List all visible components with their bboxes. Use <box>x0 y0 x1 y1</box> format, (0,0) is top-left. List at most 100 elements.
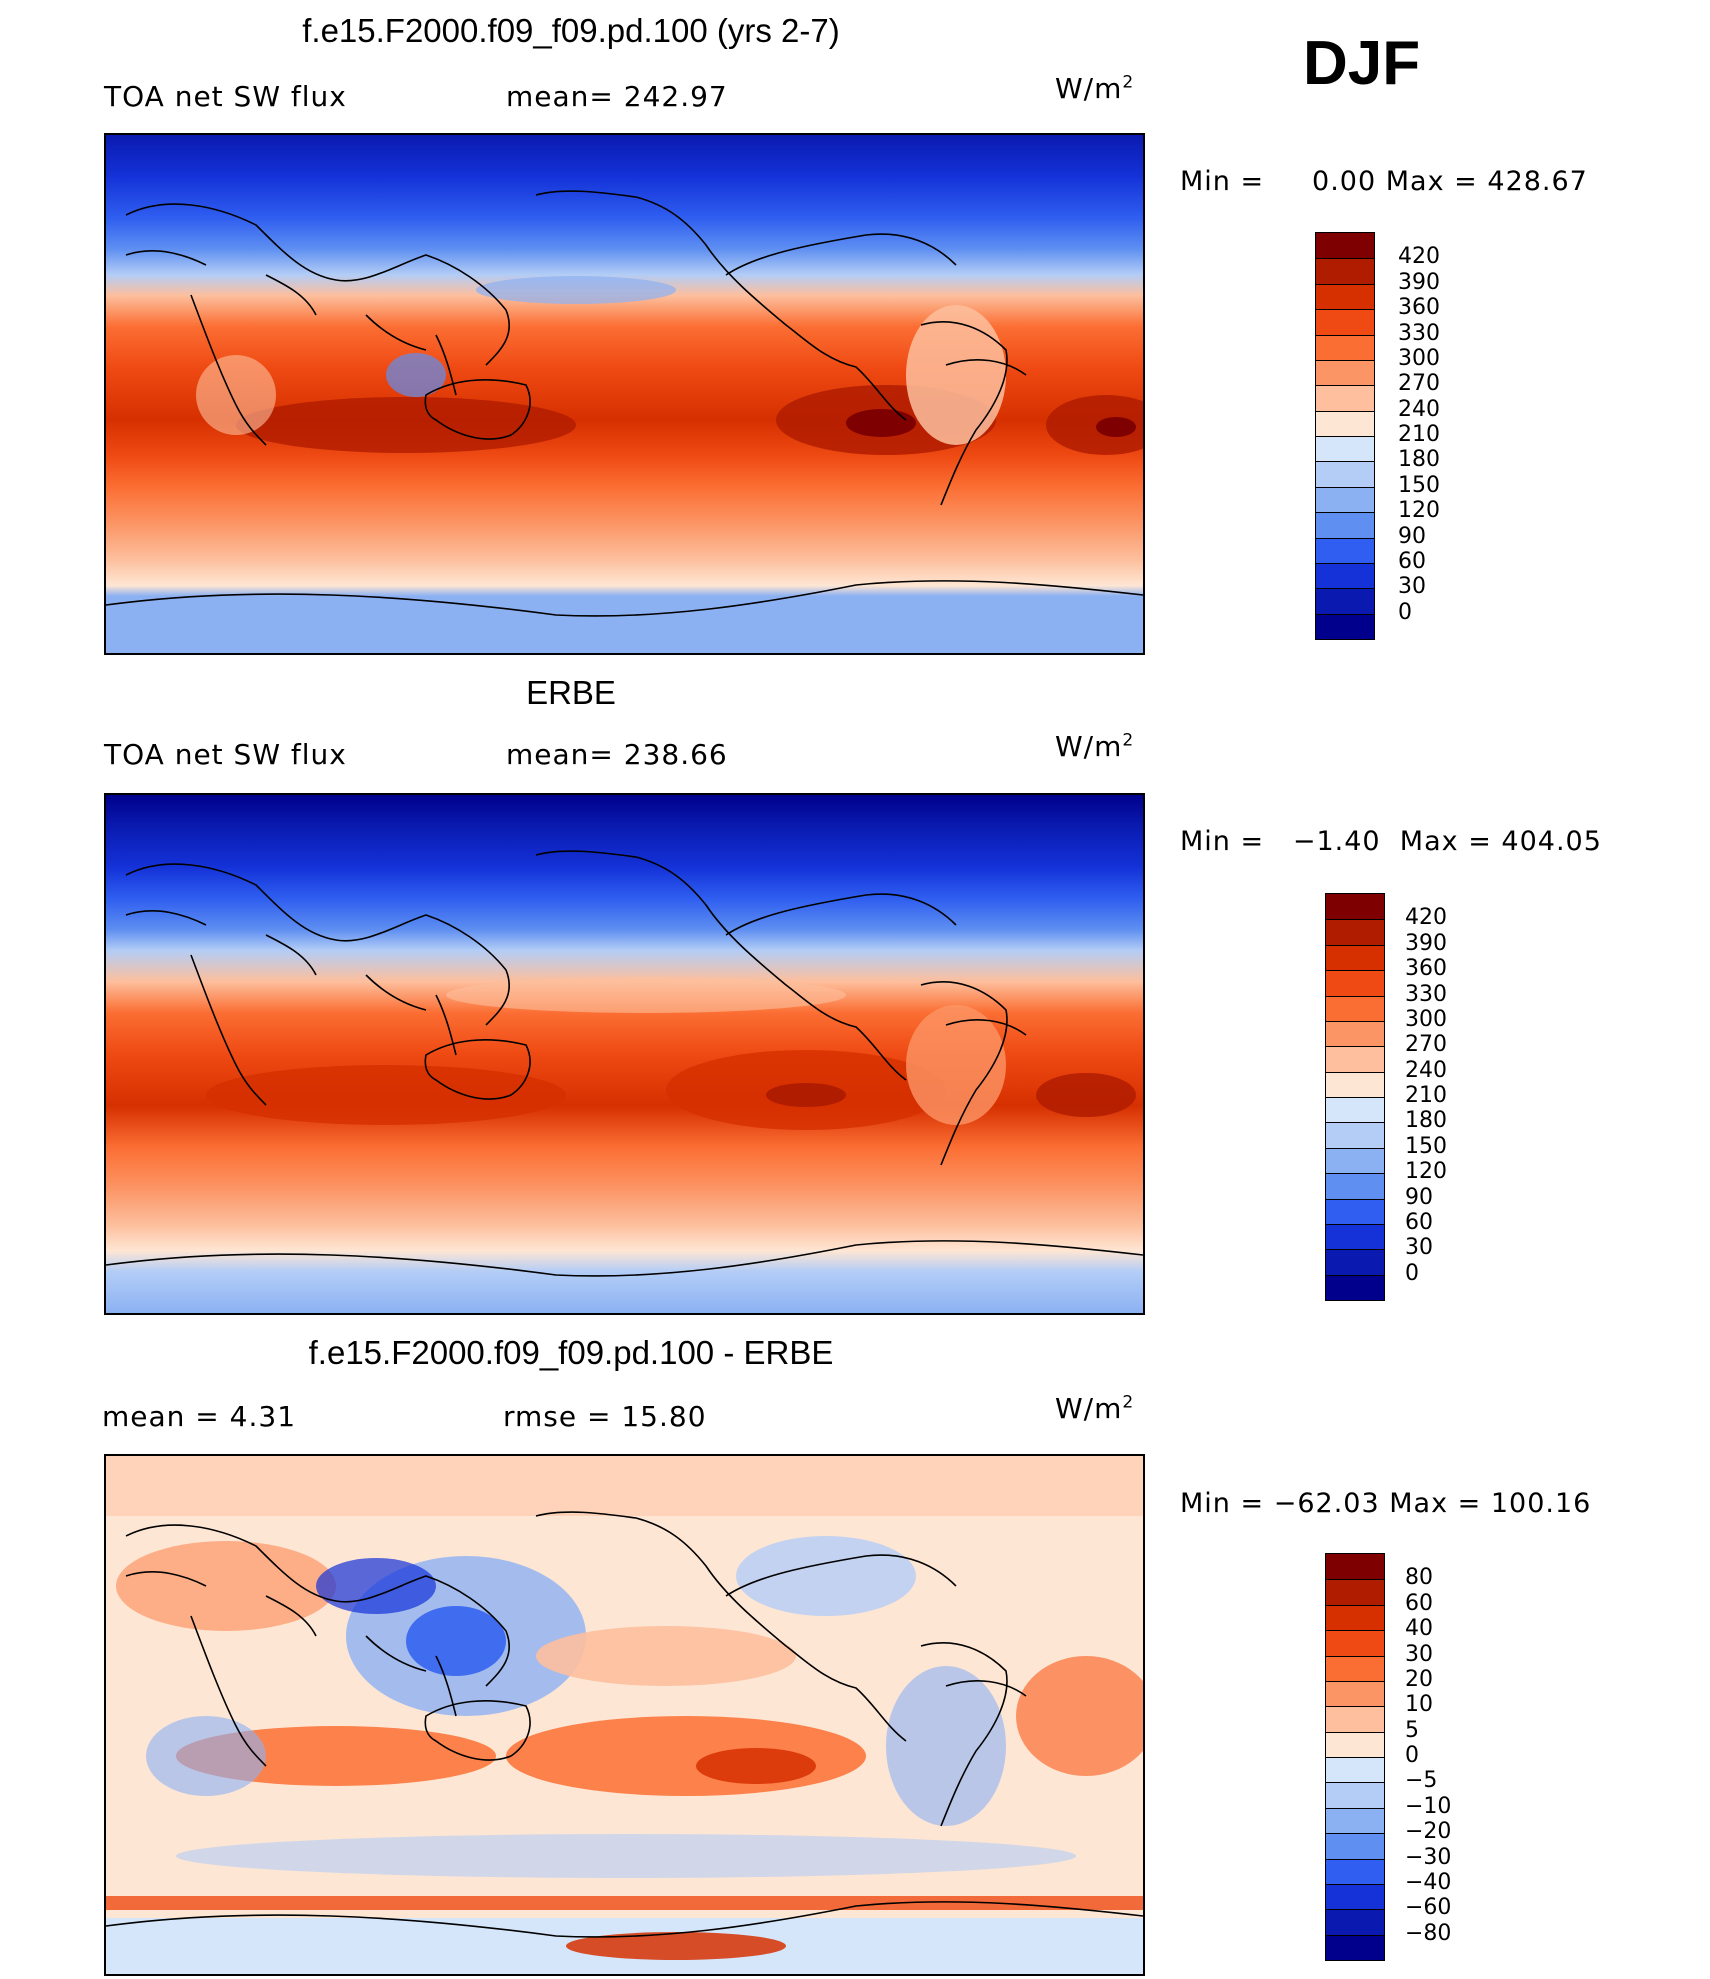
colorbar-tick-label: 90 <box>1405 1184 1433 1210</box>
colorbar-tick-label: 360 <box>1405 956 1447 982</box>
colorbar-tick-label: −20 <box>1405 1819 1452 1845</box>
panel-2-min-max: Min = −1.40 Max = 404.05 <box>1180 826 1602 857</box>
colorbar-tick-label: 270 <box>1398 371 1440 397</box>
colorbar-swatch <box>1316 283 1374 310</box>
colorbar-swatch <box>1326 944 1384 971</box>
colorbar-swatch <box>1326 1020 1384 1047</box>
panel-1-min-max: Min = 0.00 Max = 428.67 <box>1180 166 1588 197</box>
colorbar-swatch <box>1326 1147 1384 1174</box>
colorbar-swatch <box>1326 1757 1384 1783</box>
panel-3-min-max: Min = −62.03 Max = 100.16 <box>1180 1488 1592 1519</box>
colorbar-swatch <box>1316 461 1374 487</box>
colorbar-tick-label: 330 <box>1398 320 1440 346</box>
colorbar-swatch <box>1316 537 1374 563</box>
colorbar-swatch <box>1326 1934 1384 1960</box>
colorbar-tick-label: 120 <box>1398 498 1440 524</box>
colorbar-tick-label: 270 <box>1405 1032 1447 1058</box>
colorbar-swatch <box>1316 512 1374 538</box>
colorbar-tick-label: 80 <box>1405 1565 1433 1591</box>
panel-1-variable-label: TOA net SW flux <box>104 80 347 113</box>
colorbar-swatch <box>1316 359 1374 386</box>
colorbar-tick-label: 0 <box>1405 1260 1419 1286</box>
colorbar-swatch <box>1326 970 1384 996</box>
colorbar-swatch <box>1316 588 1374 614</box>
colorbar-tick-label: 240 <box>1398 396 1440 422</box>
panel-1-map <box>104 133 1145 655</box>
colorbar-tick-label: 240 <box>1405 1057 1447 1083</box>
colorbar-tick-label: 150 <box>1405 1133 1447 1159</box>
colorbar-swatch <box>1326 1909 1384 1935</box>
colorbar-swatch <box>1316 410 1374 436</box>
colorbar-swatch <box>1316 334 1374 360</box>
colorbar-tick-label: 10 <box>1405 1692 1433 1718</box>
colorbar-tick-label: 210 <box>1405 1083 1447 1108</box>
colorbar-swatch <box>1316 613 1374 639</box>
panel-1-mean-label: mean= 242.97 <box>506 80 728 113</box>
panel-3-colorbar <box>1325 1553 1385 1961</box>
colorbar-swatch <box>1326 1198 1384 1224</box>
colorbar-swatch <box>1326 1807 1384 1834</box>
colorbar-tick-label: 150 <box>1398 472 1440 498</box>
panel-1-units: W/m2 <box>1055 72 1135 105</box>
colorbar-tick-label: 60 <box>1405 1590 1433 1616</box>
colorbar-tick-label: 180 <box>1398 447 1440 473</box>
panel-2-mean-label: mean= 238.66 <box>506 738 728 771</box>
colorbar-swatch <box>1326 995 1384 1021</box>
colorbar-swatch <box>1326 1046 1384 1072</box>
panel-2-map <box>104 793 1145 1315</box>
colorbar-tick-label: 30 <box>1405 1641 1433 1667</box>
colorbar-tick-label: 5 <box>1405 1717 1419 1743</box>
panel-1-title: f.e15.F2000.f09_f09.pd.100 (yrs 2-7) <box>302 12 840 49</box>
panel-1-colorbar <box>1315 232 1375 640</box>
colorbar-tick-label: −5 <box>1405 1768 1438 1794</box>
panel-3-title: f.e15.F2000.f09_f09.pd.100 - ERBE <box>308 1334 834 1371</box>
colorbar-swatch <box>1326 1122 1384 1148</box>
panel-3-units: W/m2 <box>1055 1392 1135 1425</box>
season-label: DJF <box>1303 29 1421 98</box>
colorbar-swatch <box>1326 1731 1384 1757</box>
colorbar-swatch <box>1326 1173 1384 1199</box>
colorbar-swatch <box>1326 919 1384 945</box>
colorbar-swatch <box>1326 1554 1384 1580</box>
colorbar-swatch <box>1326 1782 1384 1808</box>
colorbar-tick-label: 360 <box>1398 295 1440 321</box>
colorbar-swatch <box>1326 1604 1384 1631</box>
colorbar-swatch <box>1326 1249 1384 1275</box>
colorbar-tick-label: 210 <box>1398 422 1440 447</box>
colorbar-tick-label: −60 <box>1405 1895 1452 1921</box>
panel-2-units: W/m2 <box>1055 730 1135 763</box>
colorbar-swatch <box>1316 486 1374 513</box>
colorbar-tick-label: 40 <box>1405 1616 1433 1642</box>
colorbar-swatch <box>1326 1630 1384 1656</box>
colorbar-tick-label: −40 <box>1405 1869 1452 1895</box>
colorbar-swatch <box>1326 1223 1384 1250</box>
colorbar-tick-label: 60 <box>1405 1209 1433 1235</box>
colorbar-swatch <box>1326 1680 1384 1707</box>
colorbar-tick-label: 180 <box>1405 1108 1447 1134</box>
colorbar-swatch <box>1326 1706 1384 1732</box>
colorbar-tick-label: 30 <box>1405 1235 1433 1261</box>
colorbar-tick-label: 420 <box>1405 905 1447 931</box>
colorbar-tick-label: 0 <box>1405 1743 1419 1768</box>
colorbar-tick-label: −80 <box>1405 1920 1452 1946</box>
colorbar-swatch <box>1316 385 1374 411</box>
colorbar-tick-label: 30 <box>1398 574 1426 600</box>
panel-3-map <box>104 1454 1145 1976</box>
colorbar-swatch <box>1316 436 1374 462</box>
colorbar-tick-label: 330 <box>1405 981 1447 1007</box>
colorbar-tick-label: 390 <box>1398 269 1440 295</box>
colorbar-tick-label: 420 <box>1398 244 1440 270</box>
colorbar-swatch <box>1326 1858 1384 1884</box>
panel-3-mean-label: mean = 4.31 <box>102 1400 297 1433</box>
colorbar-tick-label: 300 <box>1405 1006 1447 1032</box>
colorbar-swatch <box>1326 1579 1384 1605</box>
colorbar-tick-label: 60 <box>1398 548 1426 574</box>
colorbar-swatch <box>1326 1097 1384 1123</box>
colorbar-swatch <box>1316 233 1374 259</box>
colorbar-tick-label: −10 <box>1405 1793 1452 1819</box>
colorbar-tick-label: 20 <box>1405 1666 1433 1692</box>
colorbar-swatch <box>1326 1883 1384 1910</box>
colorbar-tick-label: 390 <box>1405 930 1447 956</box>
colorbar-swatch <box>1326 1655 1384 1681</box>
panel-2-variable-label: TOA net SW flux <box>104 738 347 771</box>
